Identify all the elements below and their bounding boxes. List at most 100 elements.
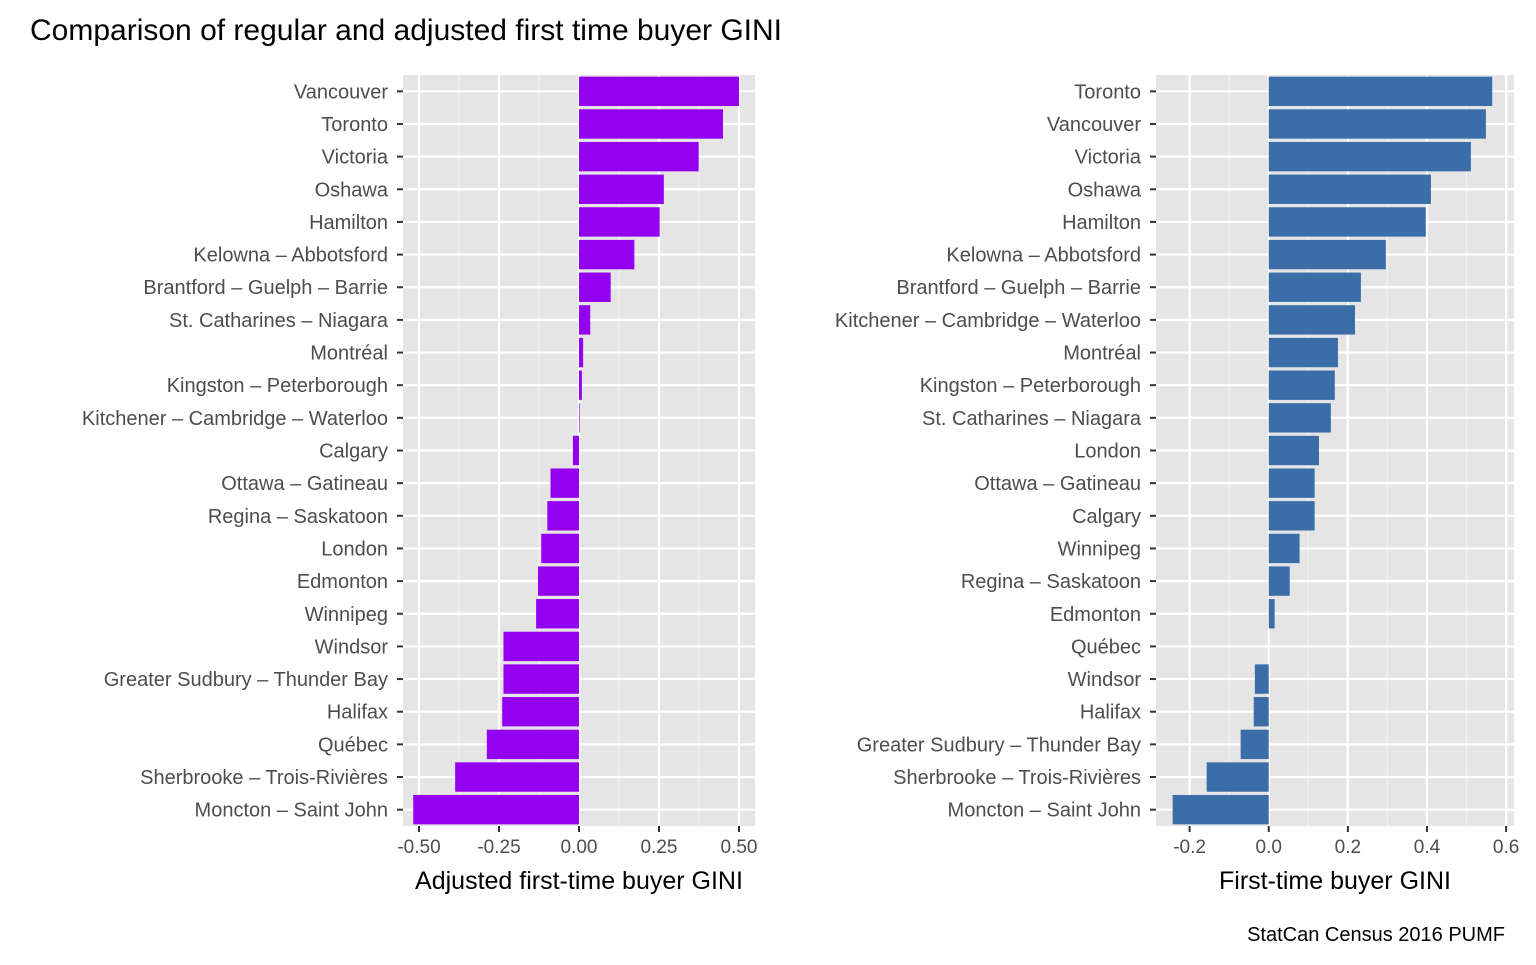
bar	[1268, 239, 1386, 270]
y-tick-label: Sherbrooke – Trois-Rivières	[893, 767, 1141, 789]
chart-caption: StatCan Census 2016 PUMF	[1247, 924, 1505, 946]
x-tick-label: 0.00	[561, 837, 598, 858]
y-tick-label: Kelowna – Abbotsford	[946, 245, 1141, 267]
bar	[538, 566, 579, 596]
bar	[1268, 468, 1315, 498]
y-tick-label: Regina – Saskatoon	[208, 506, 388, 528]
bar	[550, 468, 579, 498]
bar	[1268, 533, 1300, 564]
y-tick-label: Greater Sudbury – Thunder Bay	[104, 669, 388, 691]
bar	[1268, 76, 1493, 107]
bar	[1268, 370, 1335, 400]
panel-adjusted-gini: -0.50 -0.25 0.00 0.25 0.50 Vancouver Toronto Vi…	[82, 75, 758, 895]
bar	[413, 794, 579, 825]
y-tick-label: Edmonton	[297, 571, 388, 593]
panel-regular-gini: -0.2 0.0 0.2 0.4 0.6 Toronto Vancouver Victoria…	[835, 75, 1519, 895]
y-tick-label: Oshawa	[315, 179, 389, 201]
bar	[1254, 664, 1269, 694]
bar	[1268, 207, 1426, 237]
bar	[1268, 566, 1290, 596]
y-tick-label: Brantford – Guelph – Barrie	[896, 277, 1141, 299]
x-axis-title: First-time buyer GINI	[1219, 867, 1451, 895]
bar	[579, 207, 660, 237]
bar	[541, 533, 579, 564]
y-tick-label: Québec	[318, 734, 388, 756]
bar	[579, 141, 699, 172]
bar	[1268, 337, 1338, 368]
x-tick-label: 0.6	[1493, 837, 1519, 858]
bar	[1268, 501, 1315, 531]
y-tick-label: Kitchener – Cambridge – Waterloo	[82, 408, 388, 430]
bar	[503, 631, 579, 662]
y-tick-label: Regina – Saskatoon	[961, 571, 1141, 593]
x-tick-label: 0.4	[1414, 837, 1441, 858]
bar	[579, 174, 664, 204]
x-tick-label: 0.50	[721, 837, 758, 858]
bar	[1268, 174, 1431, 204]
bar	[1268, 435, 1319, 466]
y-tick-label: Kelowna – Abbotsford	[193, 245, 388, 267]
bar	[572, 435, 579, 466]
bar	[1268, 109, 1486, 139]
y-tick-label: Calgary	[319, 441, 388, 463]
bar	[579, 239, 635, 270]
y-tick-label: Vancouver	[1047, 114, 1141, 136]
bar	[579, 272, 611, 302]
y-tick-label: Brantford – Guelph – Barrie	[143, 277, 388, 299]
y-tick-label: St. Catharines – Niagara	[922, 408, 1142, 430]
y-tick-label: London	[1074, 441, 1141, 463]
bar	[1268, 305, 1355, 335]
x-tick-label: -0.50	[397, 837, 440, 858]
y-tick-label: Winnipeg	[1058, 538, 1141, 560]
y-tick-label: Montréal	[1063, 343, 1141, 365]
y-tick-label: Winnipeg	[305, 604, 388, 626]
bar	[579, 370, 582, 400]
bar	[1172, 794, 1269, 825]
chart-title: Comparison of regular and adjusted first…	[30, 14, 782, 47]
bar	[536, 599, 579, 629]
y-tick-label: St. Catharines – Niagara	[169, 310, 389, 332]
x-tick-label: 0.2	[1335, 837, 1361, 858]
y-tick-label: Montréal	[310, 343, 388, 365]
bar	[579, 403, 580, 433]
y-tick-label: Greater Sudbury – Thunder Bay	[857, 734, 1141, 756]
x-tick-label: -0.25	[477, 837, 520, 858]
x-tick-label: -0.2	[1173, 837, 1206, 858]
bar	[1268, 141, 1471, 172]
bar	[579, 76, 739, 107]
y-tick-label: Toronto	[321, 114, 388, 136]
y-tick-label: Hamilton	[1062, 212, 1141, 234]
bar	[1268, 403, 1331, 433]
y-tick-label: Sherbrooke – Trois-Rivières	[140, 767, 388, 789]
bar	[547, 501, 579, 531]
y-tick-label: Kingston – Peterborough	[920, 375, 1141, 397]
y-tick-label: Oshawa	[1068, 179, 1142, 201]
y-tick-label: Moncton – Saint John	[195, 800, 388, 822]
y-tick-label: Windsor	[315, 636, 389, 658]
y-tick-label: Ottawa – Gatineau	[221, 473, 388, 495]
bar	[455, 762, 579, 792]
bar	[579, 305, 591, 335]
y-tick-label: Windsor	[1068, 669, 1142, 691]
bar	[503, 664, 579, 694]
y-tick-label: Québec	[1071, 636, 1141, 658]
y-tick-label: Moncton – Saint John	[948, 800, 1141, 822]
bar	[1268, 599, 1275, 629]
x-tick-label: 0.0	[1256, 837, 1282, 858]
bar	[1240, 729, 1269, 760]
y-tick-label: Ottawa – Gatineau	[974, 473, 1141, 495]
y-tick-label: Victoria	[322, 147, 389, 169]
y-tick-label: Victoria	[1075, 147, 1142, 169]
y-tick-label: Edmonton	[1050, 604, 1141, 626]
bar	[502, 697, 579, 727]
y-tick-label: Kitchener – Cambridge – Waterloo	[835, 310, 1141, 332]
x-tick-label: 0.25	[641, 837, 678, 858]
bar	[1268, 272, 1361, 302]
y-tick-label: Kingston – Peterborough	[167, 375, 388, 397]
y-tick-label: Halifax	[1080, 702, 1141, 724]
bar	[1206, 762, 1269, 792]
y-tick-label: Vancouver	[294, 81, 388, 103]
y-tick-label: Halifax	[327, 702, 388, 724]
y-tick-label: Calgary	[1072, 506, 1141, 528]
